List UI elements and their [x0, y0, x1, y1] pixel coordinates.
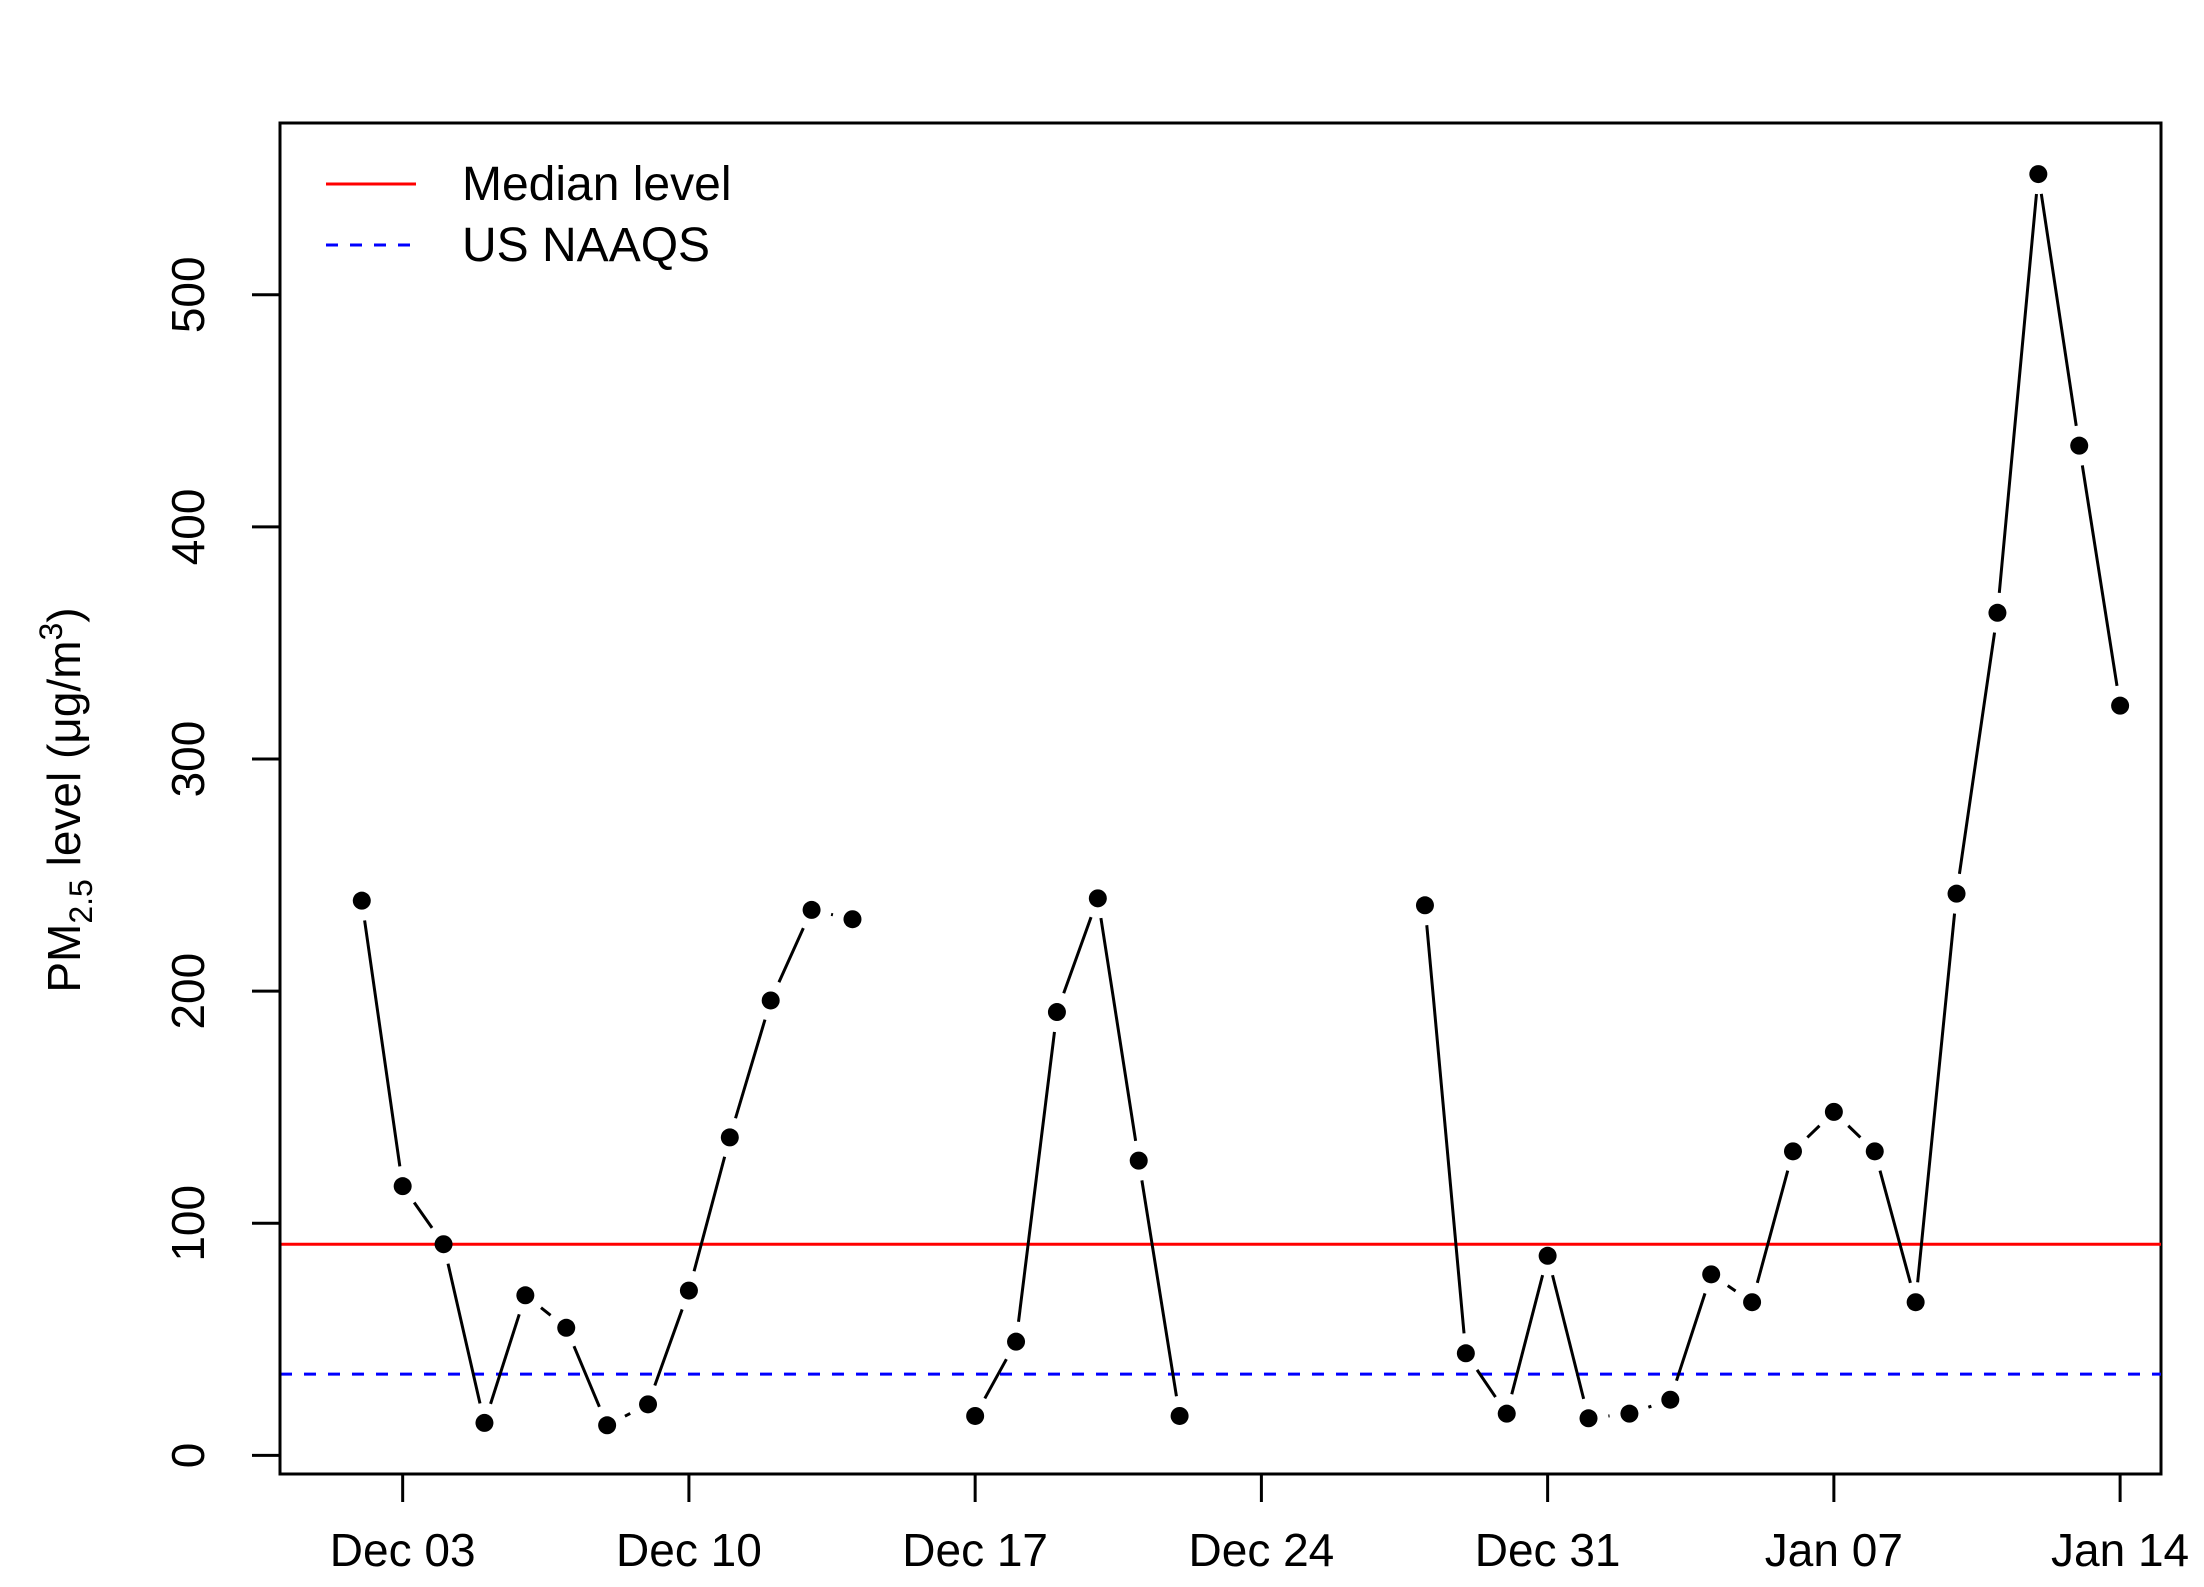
x-tick-label: Dec 24 [1189, 1524, 1335, 1576]
series-segment [1726, 1284, 1737, 1293]
data-point [1007, 1332, 1026, 1351]
data-point [720, 1128, 739, 1147]
series-layer [352, 165, 2130, 1435]
y-axis-label-superscript: 3 [33, 623, 69, 641]
y-tick-label: 200 [162, 953, 214, 1030]
y-tick-label: 500 [162, 256, 214, 333]
data-point [393, 1177, 412, 1196]
data-point [352, 891, 371, 910]
series-segment [363, 920, 402, 1167]
x-tick-label: Jan 14 [2051, 1524, 2189, 1576]
series-segment [624, 1412, 631, 1418]
data-point [1906, 1293, 1925, 1312]
data-point [1579, 1409, 1598, 1428]
series-segment [1510, 1274, 1545, 1395]
y-tick-label: 0 [162, 1443, 214, 1469]
data-point [679, 1281, 698, 1300]
data-point [1988, 603, 2007, 622]
data-point [598, 1416, 617, 1435]
data-point [1170, 1406, 1189, 1425]
x-tick-label: Dec 17 [902, 1524, 1048, 1576]
series-segment [489, 1313, 521, 1405]
data-point [2070, 436, 2089, 455]
series-segment [2080, 465, 2119, 687]
data-point [1865, 1142, 1884, 1161]
legend: Median level US NAAQS [326, 158, 731, 272]
y-axis-label-subscript: 2.5 [63, 879, 99, 923]
y-axis-label-close: ) [38, 607, 90, 622]
data-point [843, 910, 862, 929]
data-point [1661, 1390, 1680, 1409]
series-segment [1878, 1170, 1912, 1284]
data-point [557, 1318, 576, 1337]
data-point [1088, 889, 1107, 908]
series-segment [1806, 1124, 1821, 1139]
x-tick-label: Dec 31 [1475, 1524, 1621, 1576]
series-segment [1017, 1031, 1056, 1323]
series-segment [1847, 1124, 1862, 1139]
data-point [1497, 1404, 1516, 1423]
series-segment [692, 1156, 727, 1272]
legend-label-median: Median level [462, 158, 731, 211]
data-point [434, 1235, 453, 1254]
y-axis-label-prefix: PM [38, 924, 90, 993]
series-segment [1551, 1274, 1586, 1400]
series-segment [446, 1263, 482, 1404]
data-point [1702, 1265, 1721, 1284]
data-point [761, 991, 780, 1010]
reference-lines [280, 1242, 2161, 1376]
data-point [1047, 1003, 1066, 1022]
data-point [2111, 696, 2130, 715]
data-point [1947, 884, 1966, 903]
data-point [516, 1286, 535, 1305]
series-segment [777, 927, 805, 983]
y-tick-label: 100 [162, 1185, 214, 1262]
data-point [1783, 1142, 1802, 1161]
series-segment [1099, 917, 1138, 1142]
series-segment [1475, 1369, 1497, 1398]
x-tick-label: Jan 07 [1765, 1524, 1903, 1576]
series-segment [1675, 1292, 1707, 1382]
series-segment [572, 1345, 601, 1408]
series-segment [983, 1358, 1008, 1400]
y-axis-label-mid: level ( [38, 743, 90, 879]
data-point [1824, 1102, 1843, 1121]
data-point [802, 900, 821, 919]
data-point [1620, 1404, 1639, 1423]
series-segment [653, 1308, 684, 1387]
y-tick-label: 400 [162, 489, 214, 566]
plot-frame [278, 121, 2163, 1476]
x-tick-label: Dec 03 [330, 1524, 476, 1576]
data-point [1415, 896, 1434, 915]
series-segment [1140, 1180, 1178, 1397]
data-point [966, 1406, 985, 1425]
y-tick-label: 300 [162, 721, 214, 798]
legend-label-naaqs: US NAAQS [462, 219, 710, 272]
series-segment [1647, 1404, 1652, 1409]
data-point [1456, 1344, 1475, 1363]
series-segment [1425, 925, 1466, 1334]
series-segment [1957, 632, 1997, 875]
series-segment [1916, 913, 1957, 1283]
data-point [1743, 1293, 1762, 1312]
data-point [1129, 1151, 1148, 1170]
y-axis: 0 100 200 300 400 500 [162, 256, 282, 1469]
x-axis: Dec 03 Dec 10 Dec 17 Dec 24 Dec 31 Jan 07 Jan … [330, 1474, 2189, 1576]
series-segment [540, 1306, 552, 1317]
data-point [2029, 165, 2048, 184]
data-point [1538, 1246, 1557, 1265]
y-axis-label: PM2.5 level (μg/m3) [33, 607, 99, 992]
data-point [639, 1395, 658, 1414]
data-point [475, 1413, 494, 1432]
series-segment [2039, 193, 2078, 427]
series-segment [734, 1019, 767, 1119]
series-segment [1755, 1170, 1790, 1284]
series-segment [1062, 916, 1093, 994]
series-segment [412, 1201, 434, 1229]
x-tick-label: Dec 10 [616, 1524, 762, 1576]
y-axis-label-mu: μ [38, 717, 90, 744]
series-segment [1997, 193, 2038, 594]
y-axis-label-unit: g/m [38, 640, 90, 717]
